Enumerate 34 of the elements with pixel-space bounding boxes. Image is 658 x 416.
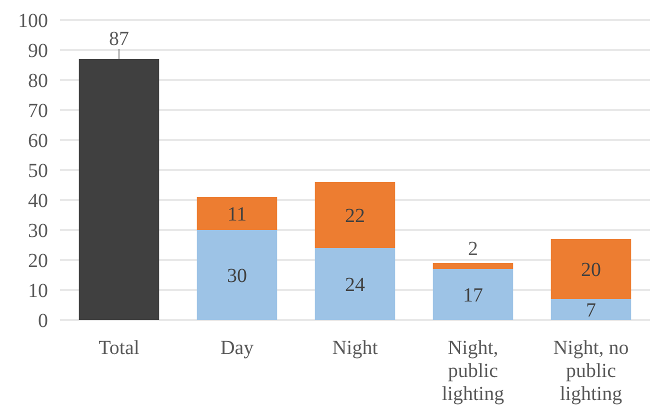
y-tick-label: 10 — [28, 280, 48, 302]
y-tick-label: 60 — [28, 130, 48, 152]
y-tick-label: 50 — [28, 160, 48, 182]
y-tick-label: 40 — [28, 190, 48, 212]
data-label: 11 — [227, 204, 247, 226]
y-tick-label: 80 — [28, 70, 48, 92]
data-label: 2 — [468, 238, 478, 260]
x-tick-label: Night, public lighting — [442, 337, 504, 405]
bar — [196, 230, 278, 320]
bar — [78, 59, 160, 320]
bar — [432, 263, 514, 269]
x-tick-label: Total — [98, 337, 140, 359]
y-tick-label: 30 — [28, 220, 48, 242]
bar — [314, 248, 396, 320]
bar — [314, 182, 396, 248]
data-label: 24 — [345, 274, 365, 296]
y-tick-label: 70 — [28, 100, 48, 122]
bar — [196, 197, 278, 230]
data-label: 22 — [345, 205, 365, 227]
data-label: 17 — [463, 284, 483, 306]
y-tick-label: 100 — [18, 10, 48, 32]
data-label: 20 — [581, 259, 601, 281]
y-tick-label: 0 — [38, 310, 48, 332]
y-tick-label: 90 — [28, 40, 48, 62]
x-tick-label: Day — [220, 337, 254, 359]
y-tick-label: 20 — [28, 250, 48, 272]
bar — [550, 239, 632, 299]
x-tick-label: Night — [332, 337, 378, 359]
data-label: 87 — [109, 28, 129, 50]
x-tick-label: Night, no public lighting — [553, 337, 629, 405]
data-label: 7 — [586, 300, 596, 322]
bar — [550, 299, 632, 320]
data-label: 30 — [227, 265, 247, 287]
bar — [432, 269, 514, 320]
